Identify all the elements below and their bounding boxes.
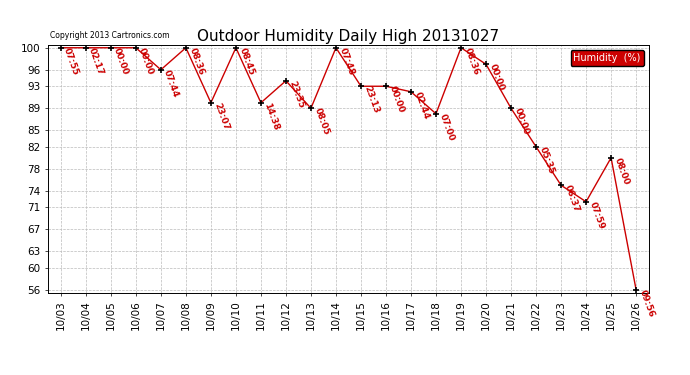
Text: 08:00: 08:00 xyxy=(613,156,631,186)
Text: 23:13: 23:13 xyxy=(362,85,381,115)
Text: 00:00: 00:00 xyxy=(513,107,531,136)
Text: 02:17: 02:17 xyxy=(87,46,106,76)
Text: 09:56: 09:56 xyxy=(638,288,656,318)
Text: 07:44: 07:44 xyxy=(162,68,181,99)
Text: 08:05: 08:05 xyxy=(313,107,331,136)
Text: 08:45: 08:45 xyxy=(237,46,255,76)
Text: 08:36: 08:36 xyxy=(187,46,206,76)
Text: 14:38: 14:38 xyxy=(262,101,281,132)
Text: 00:00: 00:00 xyxy=(387,85,406,114)
Text: 00:00: 00:00 xyxy=(487,63,506,92)
Text: 00:00: 00:00 xyxy=(137,46,155,76)
Text: 07:00: 07:00 xyxy=(437,112,455,142)
Title: Outdoor Humidity Daily High 20131027: Outdoor Humidity Daily High 20131027 xyxy=(197,29,500,44)
Text: 08:36: 08:36 xyxy=(462,46,481,76)
Text: 06:37: 06:37 xyxy=(562,184,581,214)
Text: 07:48: 07:48 xyxy=(337,46,355,76)
Text: 02:44: 02:44 xyxy=(413,90,431,120)
Text: 23:07: 23:07 xyxy=(213,101,230,131)
Text: 23:35: 23:35 xyxy=(287,80,306,110)
Text: 07:55: 07:55 xyxy=(62,46,81,76)
Text: 05:35: 05:35 xyxy=(538,146,555,175)
Legend: Humidity  (%): Humidity (%) xyxy=(571,50,644,66)
Text: 07:59: 07:59 xyxy=(587,200,606,231)
Text: 00:00: 00:00 xyxy=(112,46,130,76)
Text: Copyright 2013 Cartronics.com: Copyright 2013 Cartronics.com xyxy=(50,31,169,40)
